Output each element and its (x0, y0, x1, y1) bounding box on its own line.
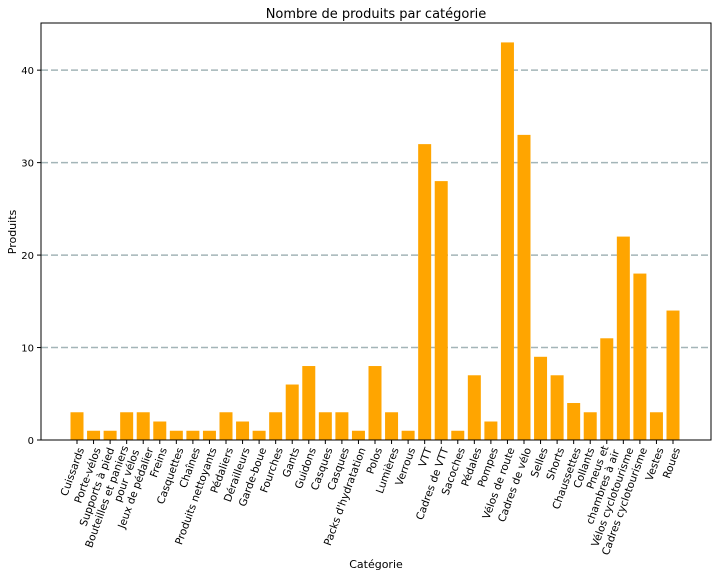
y-axis-label: Produits (6, 209, 19, 254)
bar (550, 375, 564, 440)
bar (633, 273, 647, 440)
bar (318, 412, 332, 440)
bar (351, 430, 365, 440)
y-tick-label: 30 (21, 159, 34, 170)
bar (368, 366, 382, 440)
bar (87, 430, 101, 440)
bar (70, 412, 84, 440)
bar (600, 338, 614, 440)
bar (517, 134, 531, 440)
bar (153, 421, 167, 440)
bar (120, 412, 134, 440)
bar (136, 412, 150, 440)
y-tick-label: 10 (21, 344, 34, 355)
plot-frame (40, 22, 712, 441)
chart-title: Nombre de produits par catégorie (266, 7, 487, 22)
bar (418, 144, 432, 440)
bar (583, 412, 597, 440)
bar (534, 356, 548, 440)
bar (302, 366, 316, 440)
y-tick-label: 40 (21, 66, 34, 77)
y-tick-label: 20 (21, 251, 34, 262)
bar (467, 375, 481, 440)
bar (616, 236, 630, 440)
bar (401, 430, 415, 440)
bar (202, 430, 216, 440)
bar (335, 412, 349, 440)
bar (252, 430, 266, 440)
x-axis-label: Catégorie (349, 558, 403, 571)
bar (500, 42, 514, 441)
bar (285, 384, 299, 440)
bar (186, 430, 200, 440)
bar (567, 403, 581, 440)
bar (236, 421, 250, 440)
bar (666, 310, 680, 440)
bar (484, 421, 498, 440)
bar (219, 412, 233, 440)
bar (434, 181, 448, 440)
bar (649, 412, 663, 440)
bar (103, 430, 117, 440)
y-tick-label: 0 (28, 436, 34, 447)
bar (451, 430, 465, 440)
bar (169, 430, 183, 440)
bar (385, 412, 399, 440)
bar (269, 412, 283, 440)
